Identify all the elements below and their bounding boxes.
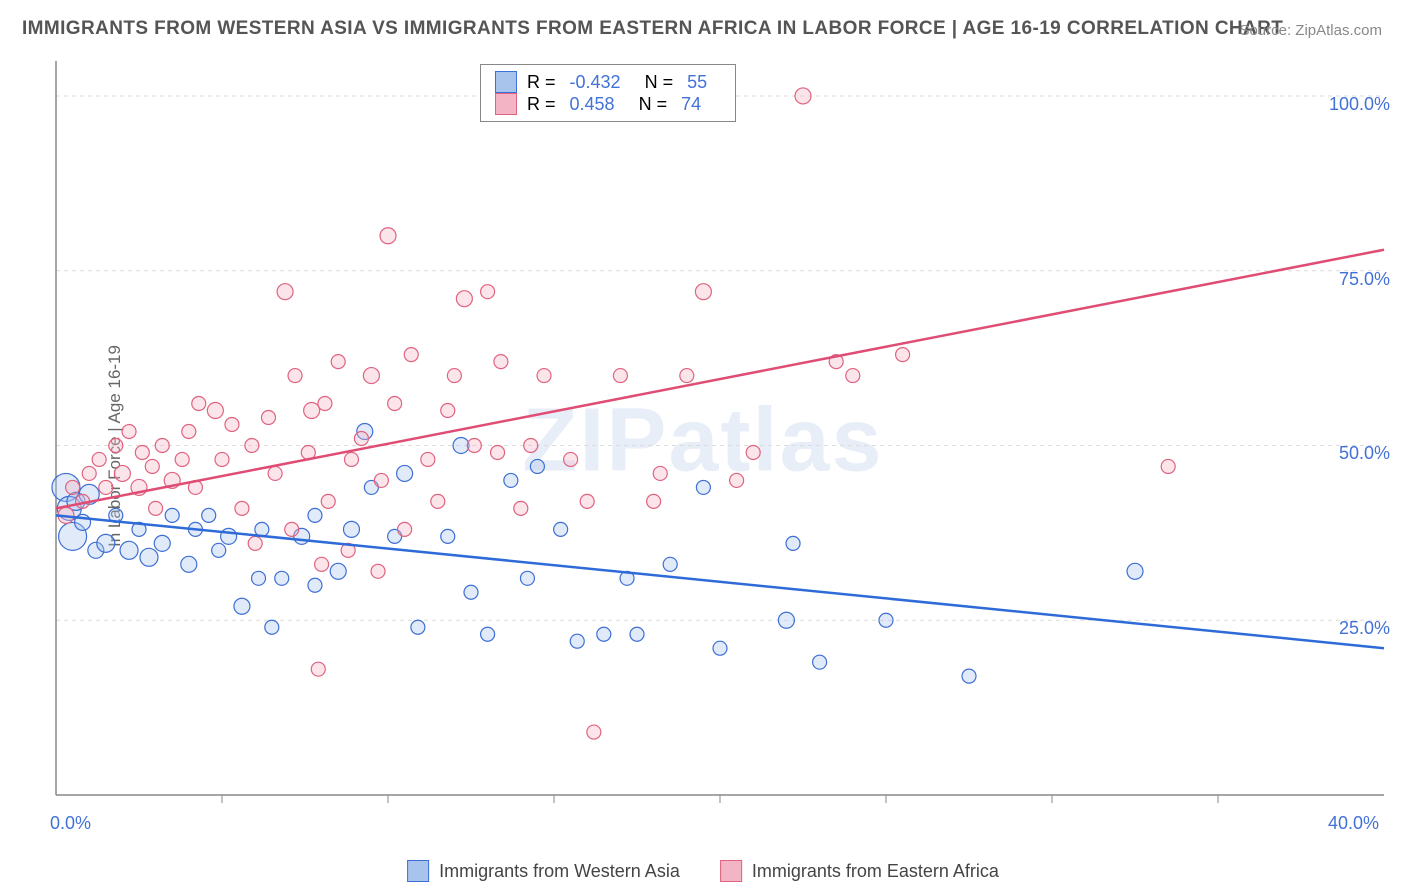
legend-item: Immigrants from Western Asia	[407, 860, 680, 882]
legend-label: Immigrants from Eastern Africa	[752, 861, 999, 882]
correlation-stats-box: R = -0.432 N = 55 R = 0.458 N = 74	[480, 64, 736, 122]
n-label: N =	[645, 72, 674, 93]
scatter-plot	[50, 55, 1390, 835]
chart-title: IMMIGRANTS FROM WESTERN ASIA VS IMMIGRAN…	[22, 18, 1283, 40]
y-tick-label: 100.0%	[1329, 94, 1390, 115]
legend-item: Immigrants from Eastern Africa	[720, 860, 999, 882]
legend-label: Immigrants from Western Asia	[439, 861, 680, 882]
series-swatch	[495, 71, 517, 93]
x-tick-label: 0.0%	[50, 813, 91, 834]
r-label: R =	[527, 94, 556, 115]
r-label: R =	[527, 72, 556, 93]
stat-row: R = 0.458 N = 74	[495, 93, 721, 115]
y-tick-label: 50.0%	[1339, 443, 1390, 464]
n-value: 74	[681, 94, 701, 115]
y-tick-label: 75.0%	[1339, 269, 1390, 290]
x-tick-label: 40.0%	[1328, 813, 1379, 834]
y-tick-label: 25.0%	[1339, 618, 1390, 639]
source-attribution: Source: ZipAtlas.com	[1239, 22, 1382, 39]
n-label: N =	[639, 94, 668, 115]
r-value: -0.432	[570, 72, 621, 93]
stat-row: R = -0.432 N = 55	[495, 71, 721, 93]
legend-swatch	[720, 860, 742, 882]
r-value: 0.458	[570, 94, 615, 115]
n-value: 55	[687, 72, 707, 93]
legend-swatch	[407, 860, 429, 882]
series-swatch	[495, 93, 517, 115]
plot-svg	[50, 55, 1390, 835]
legend-bottom: Immigrants from Western Asia Immigrants f…	[407, 860, 999, 882]
